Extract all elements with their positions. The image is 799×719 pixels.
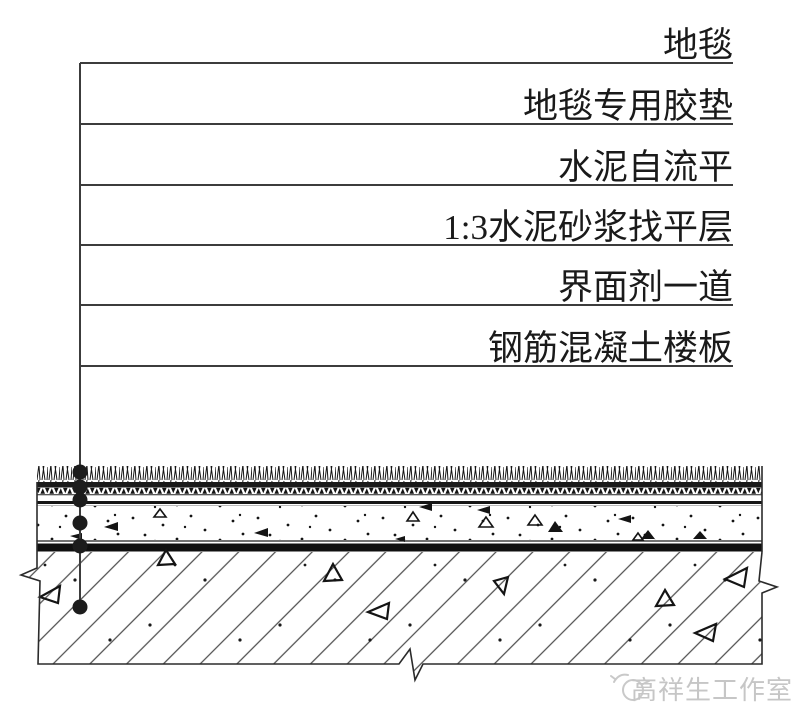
bird-logo-icon — [610, 673, 650, 701]
interface-agent-bar — [37, 543, 762, 552]
triangle-mark — [405, 510, 421, 522]
triangle-mark — [156, 547, 177, 567]
section-drawing — [18, 466, 780, 683]
triangle-mark — [152, 507, 168, 518]
leader-dots — [72, 464, 88, 615]
aggregate-mark — [548, 521, 563, 532]
triangle-mark — [492, 575, 510, 597]
carpet-backing-band — [37, 482, 762, 488]
label-self-leveling: 水泥自流平 — [558, 148, 733, 187]
mortar-aggregate-marks — [70, 503, 707, 542]
studio-watermark-text: 高祥生工作室 — [631, 676, 793, 705]
triangle-mark — [631, 531, 645, 541]
aggregate-mark — [104, 522, 118, 531]
leader-dot-carpet — [72, 464, 88, 480]
leader-dot-pad — [72, 479, 88, 495]
concrete-slab-outline-with-break-symbols — [18, 551, 780, 683]
mortar-open-triangles — [152, 507, 645, 541]
carpet-pad-layer — [37, 487, 762, 494]
triangle-mark — [692, 622, 718, 643]
leader-dot-interface-agent — [72, 538, 88, 554]
triangle-mark — [37, 584, 62, 605]
concrete-slab-fill — [21, 552, 777, 680]
label-cement-mortar: 1:3水泥砂浆找平层 — [443, 208, 733, 247]
triangle-mark — [654, 587, 676, 608]
aggregate-mark — [618, 515, 631, 523]
label-carpet-pad: 地毯专用胶垫 — [523, 87, 733, 126]
label-rc-floor-slab: 钢筋混凝土楼板 — [488, 329, 733, 368]
triangle-mark — [526, 513, 544, 526]
aggregate-mark — [254, 528, 268, 537]
aggregate-mark — [693, 531, 707, 539]
mortar-screed-stipple — [37, 506, 762, 540]
slab-aggregate-triangles — [37, 547, 749, 643]
leader-dot-slab — [72, 599, 88, 615]
label-interface-agent: 界面剂一道 — [558, 268, 733, 307]
triangle-mark — [477, 515, 495, 528]
triangle-mark — [365, 601, 391, 621]
layer-labels: 地毯 地毯专用胶垫 水泥自流平 1:3水泥砂浆找平层 界面剂一道 钢筋混凝土楼板 — [443, 26, 733, 368]
label-carpet: 地毯 — [663, 26, 733, 65]
leader-dot-screed — [72, 515, 88, 531]
triangle-mark — [322, 561, 344, 583]
leader-dot-self-leveling — [72, 492, 88, 508]
aggregate-mark — [641, 530, 655, 539]
studio-watermark: 高祥生工作室 — [610, 673, 793, 705]
carpet-pile-layer — [37, 466, 762, 482]
triangle-mark — [722, 566, 749, 589]
aggregate-mark — [477, 506, 490, 514]
aggregate-mark — [419, 503, 432, 511]
